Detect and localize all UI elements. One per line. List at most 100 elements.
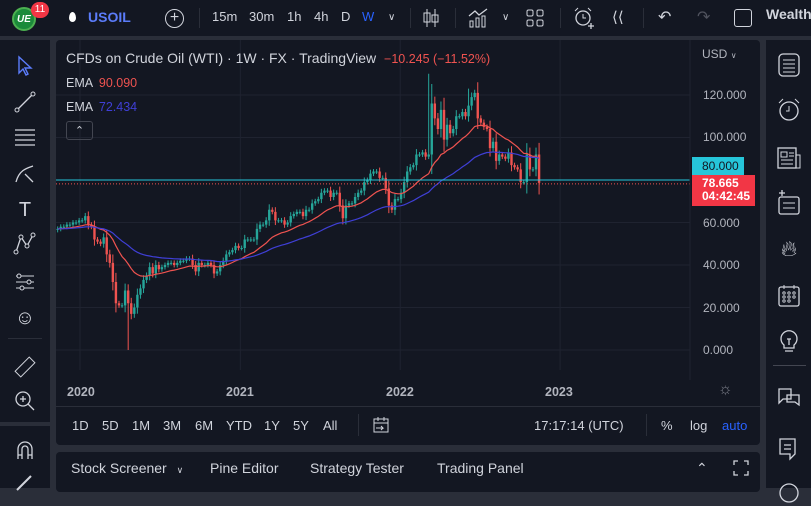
candle-body [142,279,145,289]
candle-body [396,199,400,201]
ema1-legend[interactable]: EMA 90.090 [66,76,137,90]
candle-body [166,262,170,265]
candle-body [534,154,538,170]
percent-toggle[interactable]: % [661,418,673,433]
interval-30m[interactable]: 30m [249,9,275,24]
range-1m[interactable]: 1M [132,418,151,433]
range-5d[interactable]: 5D [102,418,119,433]
trend-line-icon[interactable] [13,90,37,114]
legend-collapse-button[interactable]: ⌃ [66,121,93,140]
symbol-search[interactable]: USOIL [88,9,131,25]
range-6m[interactable]: 6M [195,418,214,433]
cursor-arrow-icon[interactable] [13,54,37,78]
candle-body [436,118,440,129]
pencil-lock-icon[interactable] [13,470,37,494]
range-all[interactable]: All [323,418,338,433]
emoji-icon[interactable]: ☺ [14,306,36,329]
indicators-icon[interactable] [467,7,489,29]
compare-plus-icon[interactable]: + [165,9,184,28]
watchlist-icon[interactable] [776,52,802,78]
chats-icon[interactable] [776,385,802,411]
currency-chevron-down-icon: ∨ [730,51,737,60]
tab-stock-screener[interactable]: Stock Screener ∨ [71,460,183,476]
log-toggle[interactable]: log [690,418,708,433]
candle-body [209,262,213,265]
news-icon[interactable] [776,145,802,171]
zoom-in-icon[interactable] [13,389,37,413]
pattern-icon[interactable] [13,232,37,256]
chevron-down-icon: ∨ [176,465,184,475]
prediction-icon[interactable] [13,270,37,294]
candle-body [289,216,292,223]
interval-1h[interactable]: 1h [287,9,302,24]
fullscreen-square-icon[interactable] [734,9,752,27]
alarm-clock-icon[interactable] [776,97,802,123]
hotlist-flame-icon[interactable]: 🔥︎ [780,236,798,261]
redo-icon[interactable]: ↷ [697,9,711,26]
candle-body [424,152,427,157]
settings-sun-icon[interactable]: ☼ [718,381,733,398]
candle-body [304,209,308,217]
candle-body [295,211,299,214]
range-1d[interactable]: 1D [72,418,89,433]
fib-lines-icon[interactable] [13,125,37,149]
candle-body [406,171,409,183]
messages-icon[interactable] [776,436,802,462]
utc-clock[interactable]: 17:17:14 (UTC) [534,418,624,433]
candle-body [488,129,492,149]
calendar-icon[interactable] [776,283,802,309]
layout-grid-icon[interactable] [526,9,544,27]
tab-trading-panel[interactable]: Trading Panel [437,460,524,476]
ema2-legend[interactable]: EMA 72.434 [66,100,137,114]
ideas-lightbulb-icon[interactable] [776,328,802,354]
candle-body [494,141,498,161]
range-5y[interactable]: 5Y [293,418,309,433]
go-to-date-icon[interactable] [373,416,389,434]
tab-strategy-tester[interactable]: Strategy Tester [310,460,404,476]
candle-body [111,262,115,282]
candles-chart-type-icon[interactable] [422,8,440,28]
price-chart[interactable] [56,40,760,380]
text-tool-icon[interactable]: T [18,198,32,221]
candle-body [172,262,176,265]
interval-chevron-down-icon[interactable]: ∨ [388,12,396,23]
alert-clock-icon[interactable] [572,6,596,30]
brush-icon[interactable] [13,162,37,186]
ruler-icon[interactable] [13,355,37,379]
price-change: −10.245 (−11.52%) [384,52,491,66]
candle-body [215,271,219,274]
maximize-icon[interactable] [733,460,749,476]
tab-pine-editor[interactable]: Pine Editor [210,460,279,476]
candle-body [507,152,510,159]
interval-15m[interactable]: 15m [212,9,238,24]
indicators-chevron-down-icon[interactable]: ∨ [502,12,510,23]
magnet-icon[interactable] [13,439,37,463]
candle-body [163,265,167,268]
help-icon[interactable] [776,480,802,506]
candle-body [102,237,105,244]
currency-selector[interactable]: USD ∨ [702,47,737,61]
last-price-label: 78.665 04:42:45 [692,175,755,206]
add-list-icon[interactable] [776,190,802,216]
range-3m[interactable]: 3M [163,418,182,433]
bar-countdown: 04:42:45 [702,189,751,203]
interval-4h[interactable]: 4h [314,9,329,24]
range-1y[interactable]: 1Y [264,418,280,433]
chart-panel[interactable]: CFDs on Crude Oil (WTI) · 1W · FX · Trad… [56,40,760,445]
candle-body [473,92,476,98]
ema-fast-line [57,124,540,277]
interval-w[interactable]: W [362,9,375,24]
account-label[interactable]: Wealth [766,6,811,22]
interval-d[interactable]: D [341,9,351,24]
range-ytd[interactable]: YTD [226,418,252,433]
candle-body [504,156,507,159]
divider [560,8,561,28]
auto-toggle[interactable]: auto [722,418,748,433]
replay-icon[interactable]: ⟨⟨ [612,9,624,26]
candle-body [234,245,237,251]
expand-panel-chevron-up-icon[interactable]: ⌃ [696,460,708,476]
candle-body [347,203,351,206]
candle-body [191,258,194,265]
candle-body [455,116,458,129]
undo-icon[interactable]: ↶ [658,9,672,26]
